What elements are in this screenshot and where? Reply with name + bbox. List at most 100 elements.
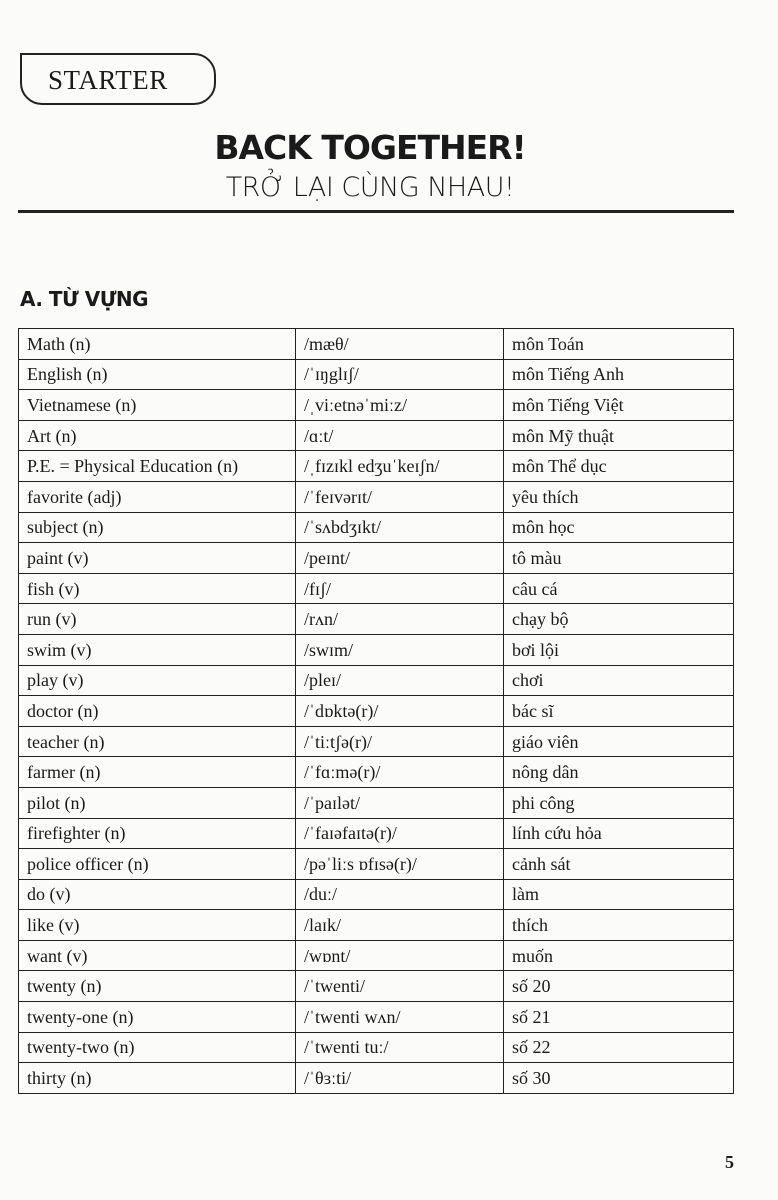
table-row: swim (v)/swɪm/bơi lội [18, 633, 734, 666]
cell-word: do (v) [18, 878, 296, 911]
cell-word: run (v) [18, 603, 296, 635]
cell-word: police officer (n) [18, 848, 296, 880]
cell-phonetic: /wɒnt/ [295, 939, 504, 972]
cell-phonetic: /mæθ/ [295, 328, 504, 360]
table-row: do (v)/duː/làm [18, 878, 734, 911]
cell-word: like (v) [18, 909, 296, 941]
cell-phonetic: /ˈpaɪlət/ [295, 786, 504, 819]
cell-word: thirty (n) [18, 1062, 296, 1094]
section-heading: A. TỪ VỰNG [20, 287, 149, 311]
table-row: twenty-one (n)/ˈtwenti wʌn/số 21 [18, 1001, 734, 1033]
cell-phonetic: /ˈdɒktə(r)/ [295, 695, 504, 727]
cell-word: swim (v) [18, 633, 296, 666]
table-row: pilot (n)/ˈpaɪlət/phi công [18, 786, 734, 819]
cell-word: play (v) [18, 664, 296, 697]
cell-meaning: chơi [503, 664, 734, 697]
cell-meaning: số 20 [503, 970, 734, 1003]
table-row: run (v)/rʌn/chạy bộ [18, 603, 734, 635]
vocabulary-table: Math (n)/mæθ/môn Toán English (n)/ˈɪŋglɪʃ… [18, 328, 734, 1094]
cell-word: twenty-one (n) [18, 1001, 296, 1033]
cell-phonetic: /ˈɪŋglɪʃ/ [295, 358, 504, 391]
cell-meaning: chạy bộ [503, 603, 734, 635]
table-row: fish (v)/fɪʃ/câu cá [18, 572, 734, 605]
divider [18, 210, 734, 213]
cell-phonetic: /ˈfaɪəfaɪtə(r)/ [295, 817, 504, 850]
table-row: teacher (n)/ˈtiːtʃə(r)/giáo viên [18, 725, 734, 758]
cell-word: farmer (n) [18, 756, 296, 788]
cell-phonetic: /ˈtiːtʃə(r)/ [295, 725, 504, 758]
cell-word: twenty (n) [18, 970, 296, 1003]
table-row: doctor (n)/ˈdɒktə(r)/bác sĩ [18, 695, 734, 727]
cell-word: twenty-two (n) [18, 1031, 296, 1064]
unit-title: BACK TOGETHER! [214, 128, 526, 167]
cell-meaning: môn Mỹ thuật [503, 419, 734, 452]
cell-meaning: bác sĩ [503, 695, 734, 727]
cell-word: teacher (n) [18, 725, 296, 758]
table-row: Math (n)/mæθ/môn Toán [18, 328, 734, 360]
cell-phonetic: /ˈtwenti wʌn/ [295, 1001, 504, 1033]
cell-meaning: tô màu [503, 542, 734, 574]
cell-phonetic: /laɪk/ [295, 909, 504, 941]
cell-word: P.E. = Physical Education (n) [18, 450, 296, 482]
cell-phonetic: /ɑːt/ [295, 419, 504, 452]
table-row: favorite (adj)/ˈfeɪvərɪt/yêu thích [18, 480, 734, 513]
cell-phonetic: /ˈfɑːmə(r)/ [295, 756, 504, 788]
cell-meaning: nông dân [503, 756, 734, 788]
cell-word: want (v) [18, 939, 296, 972]
cell-meaning: môn Thể dục [503, 450, 734, 482]
starter-badge: STARTER [20, 53, 216, 105]
cell-phonetic: /ˌviːetnəˈmiːz/ [295, 389, 504, 421]
cell-meaning: yêu thích [503, 480, 734, 513]
cell-phonetic: /pəˈliːs ɒfɪsə(r)/ [295, 848, 504, 880]
table-row: twenty (n)/ˈtwenti/số 20 [18, 970, 734, 1003]
cell-meaning: môn Tiếng Việt [503, 389, 734, 421]
cell-meaning: giáo viên [503, 725, 734, 758]
table-row: English (n)/ˈɪŋglɪʃ/môn Tiếng Anh [18, 358, 734, 391]
cell-phonetic: /ˈtwenti/ [295, 970, 504, 1003]
table-row: P.E. = Physical Education (n)/ˌfɪzɪkl ed… [18, 450, 734, 482]
table-row: police officer (n)/pəˈliːs ɒfɪsə(r)/cảnh… [18, 848, 734, 880]
cell-word: paint (v) [18, 542, 296, 574]
cell-word: firefighter (n) [18, 817, 296, 850]
cell-meaning: câu cá [503, 572, 734, 605]
unit-subtitle: TRỞ LẠI CÙNG NHAU! [225, 172, 515, 203]
cell-word: Math (n) [18, 328, 296, 360]
cell-phonetic: /ˈsʌbdʒɪkt/ [295, 511, 504, 544]
cell-meaning: số 22 [503, 1031, 734, 1064]
table-row: twenty-two (n)/ˈtwenti tuː/số 22 [18, 1031, 734, 1064]
table-row: paint (v)/peɪnt/tô màu [18, 542, 734, 574]
cell-meaning: số 30 [503, 1062, 734, 1094]
cell-meaning: làm [503, 878, 734, 911]
table-row: farmer (n)/ˈfɑːmə(r)/nông dân [18, 756, 734, 788]
cell-meaning: cảnh sát [503, 848, 734, 880]
cell-meaning: môn Toán [503, 328, 734, 360]
cell-word: favorite (adj) [18, 480, 296, 513]
table-row: firefighter (n)/ˈfaɪəfaɪtə(r)/lính cứu h… [18, 817, 734, 850]
page-number: 5 [725, 1152, 734, 1172]
cell-word: fish (v) [18, 572, 296, 605]
cell-word: doctor (n) [18, 695, 296, 727]
cell-phonetic: /swɪm/ [295, 633, 504, 666]
cell-meaning: số 21 [503, 1001, 734, 1033]
cell-meaning: môn học [503, 511, 734, 544]
cell-word: pilot (n) [18, 786, 296, 819]
cell-phonetic: /ˈtwenti tuː/ [295, 1031, 504, 1064]
cell-phonetic: /duː/ [295, 878, 504, 911]
cell-phonetic: /ˈfeɪvərɪt/ [295, 480, 504, 513]
cell-word: Art (n) [18, 419, 296, 452]
table-row: play (v)/pleɪ/chơi [18, 664, 734, 697]
cell-word: Vietnamese (n) [18, 389, 296, 421]
cell-phonetic: /pleɪ/ [295, 664, 504, 697]
cell-meaning: phi công [503, 786, 734, 819]
cell-phonetic: /ˈθɜːti/ [295, 1062, 504, 1094]
cell-phonetic: /rʌn/ [295, 603, 504, 635]
cell-meaning: muốn [503, 939, 734, 972]
table-row: like (v)/laɪk/thích [18, 909, 734, 941]
table-row: thirty (n)/ˈθɜːti/số 30 [18, 1062, 734, 1094]
cell-meaning: môn Tiếng Anh [503, 358, 734, 391]
cell-phonetic: /fɪʃ/ [295, 572, 504, 605]
table-row: Vietnamese (n)/ˌviːetnəˈmiːz/môn Tiếng V… [18, 389, 734, 421]
cell-word: subject (n) [18, 511, 296, 544]
table-row: want (v)/wɒnt/muốn [18, 939, 734, 972]
